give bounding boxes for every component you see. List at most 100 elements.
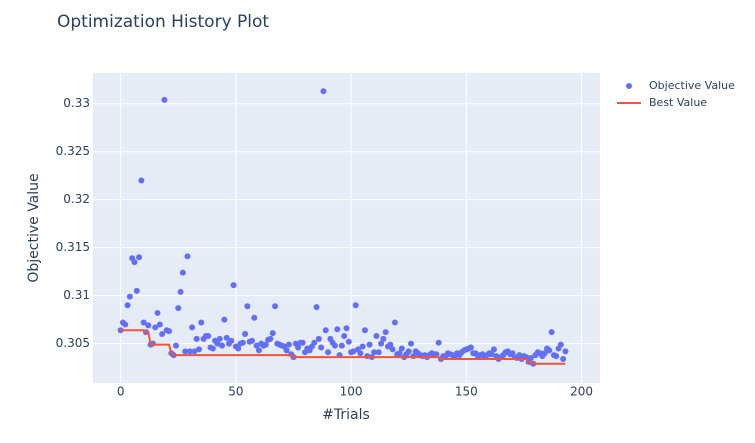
objective-point [191, 348, 198, 355]
objective-point [295, 344, 302, 351]
y-tick-label: 0.325 [56, 144, 90, 158]
objective-point [133, 287, 140, 294]
objective-point [557, 341, 564, 348]
objective-point [341, 332, 348, 339]
objective-point [350, 348, 357, 355]
y-tick-label: 0.315 [56, 240, 90, 254]
objective-point [216, 335, 223, 342]
objective-point [318, 344, 325, 351]
objective-point [378, 340, 385, 347]
objective-point [546, 347, 553, 354]
objective-point [366, 341, 373, 348]
objective-point [343, 325, 350, 332]
objective-point [322, 327, 329, 334]
best-value-line [120, 329, 566, 365]
objective-point [553, 353, 560, 360]
objective-point [244, 303, 251, 310]
objective-point [560, 356, 567, 363]
objective-point [126, 293, 133, 300]
objective-point [189, 324, 196, 331]
legend-label: Objective Value [649, 79, 735, 92]
objective-point [253, 342, 260, 349]
objective-point [182, 348, 189, 355]
objective-point [242, 331, 249, 338]
objective-point [345, 338, 352, 345]
objective-point [548, 329, 555, 336]
objective-point [219, 342, 226, 349]
objective-point [235, 345, 242, 352]
objective-point [262, 341, 269, 348]
objective-point [152, 324, 159, 331]
objective-point [435, 339, 442, 346]
objective-point [389, 346, 396, 353]
y-tick-label: 0.33 [63, 96, 90, 110]
objective-point [267, 335, 274, 342]
objective-point [299, 339, 306, 346]
objective-point [338, 342, 345, 349]
objective-point [433, 351, 440, 358]
objective-point [140, 319, 147, 326]
objective-point [209, 345, 216, 352]
legend-label: Best Value [649, 96, 707, 109]
objective-point [325, 349, 332, 356]
objective-point [166, 328, 173, 335]
objective-point [184, 253, 191, 260]
objective-point [375, 349, 382, 356]
objective-point [255, 347, 262, 354]
objective-point [331, 342, 338, 349]
objective-point [186, 348, 193, 355]
objective-point [214, 340, 221, 347]
objective-point [382, 329, 389, 336]
objective-point [196, 346, 203, 353]
objective-point [193, 335, 200, 342]
objective-point [352, 302, 359, 309]
objective-point [122, 321, 129, 328]
chart-title: Optimization History Plot [57, 12, 269, 32]
objective-point [179, 269, 186, 276]
objective-point [320, 88, 327, 95]
objective-point [285, 341, 292, 348]
objective-point [205, 332, 212, 339]
objective-point [311, 339, 318, 346]
objective-point [490, 346, 497, 353]
objective-point [357, 350, 364, 357]
y-tick-label: 0.31 [63, 288, 90, 302]
objective-point [334, 326, 341, 333]
objective-point [272, 303, 279, 310]
objective-point [249, 337, 256, 344]
objective-point [223, 334, 230, 341]
objective-point [172, 342, 179, 349]
objective-point [359, 343, 366, 350]
legend-marker [626, 83, 632, 89]
objective-point [488, 351, 495, 358]
objective-point [251, 314, 258, 321]
objective-point [408, 340, 415, 347]
objective-point [138, 177, 145, 184]
objective-point [159, 331, 166, 338]
objective-point [398, 345, 405, 352]
objective-point [371, 349, 378, 356]
objective-point [467, 344, 474, 351]
objective-point [221, 316, 228, 323]
objective-point [315, 335, 322, 342]
objective-point [228, 337, 235, 344]
objective-point [391, 319, 398, 326]
y-axis-title: Objective Value [26, 173, 42, 282]
objective-point [405, 348, 412, 355]
x-tick-label: 150 [455, 385, 478, 399]
objective-point [380, 335, 387, 342]
objective-point [527, 355, 534, 362]
objective-point [154, 309, 161, 316]
objective-point [131, 259, 138, 266]
objective-point [313, 304, 320, 311]
x-tick-label: 0 [117, 385, 125, 399]
objective-point [175, 305, 182, 312]
objective-point [161, 96, 168, 103]
objective-point [387, 341, 394, 348]
plot-area [93, 73, 600, 383]
objective-point [239, 339, 246, 346]
objective-point [562, 348, 569, 355]
objective-point [124, 302, 131, 309]
x-tick-label: 100 [340, 385, 363, 399]
